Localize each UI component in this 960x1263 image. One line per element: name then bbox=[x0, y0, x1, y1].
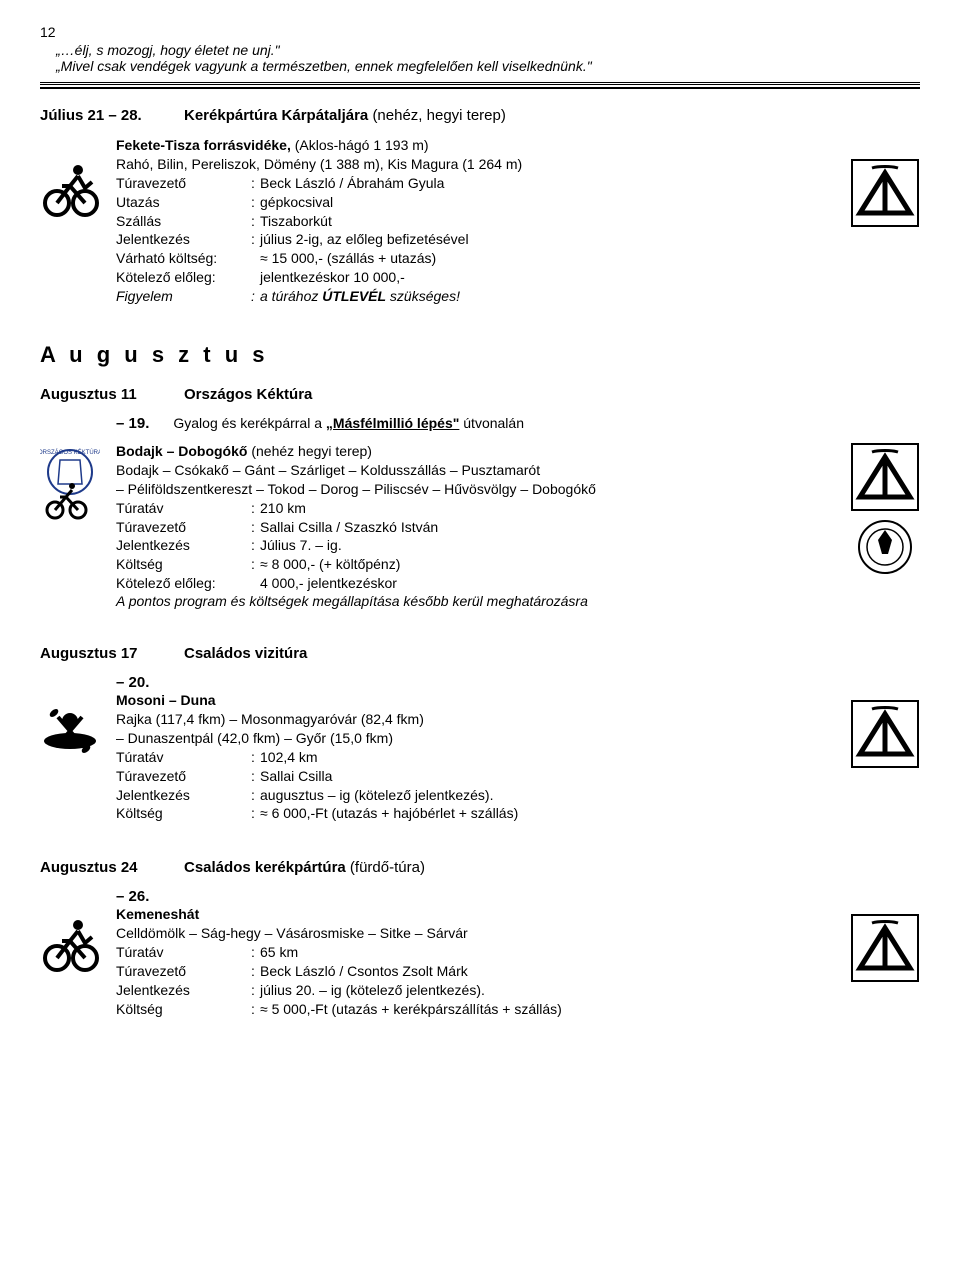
detail-row: Szállás:Tiszaborkút bbox=[116, 212, 834, 231]
event-title: Kerékpártúra Kárpátaljára (nehéz, hegyi … bbox=[184, 107, 506, 124]
detail-row: Jelentkezés:Július 7. – ig. bbox=[116, 536, 834, 555]
detail-row: Jelentkezés:július 20. – ig (kötelező je… bbox=[116, 981, 834, 1000]
route-line: – Dunaszentpál (42,0 fkm) – Győr (15,0 f… bbox=[116, 729, 834, 748]
event-date-sub: – 26. bbox=[116, 888, 149, 905]
event-title: Országos Kéktúra bbox=[184, 386, 312, 403]
route-line: Bodajk – Dobogókő (nehéz hegyi terep) bbox=[116, 442, 834, 461]
event-subtitle: Gyalog és kerékpárral a „Másfélmillió lé… bbox=[173, 415, 524, 431]
event-item: Augusztus 17 Családos vizitúra – 20. Mos… bbox=[40, 645, 920, 823]
cyclist-icon bbox=[40, 158, 100, 218]
detail-row: Túravezető:Beck László / Csontos Zsolt M… bbox=[116, 962, 834, 981]
divider bbox=[40, 82, 920, 89]
route-line: Rahó, Bilin, Pereliszok, Dömény (1 388 m… bbox=[116, 155, 834, 174]
detail-row: Költség:≈ 6 000,-Ft (utazás + hajóbérlet… bbox=[116, 804, 834, 823]
detail-row: Túravezető:Sallai Csilla / Szaszkó Istvá… bbox=[116, 518, 834, 537]
page-number: 12 bbox=[40, 24, 920, 40]
detail-row: Költség:≈ 8 000,- (+ költőpénz) bbox=[116, 555, 834, 574]
header-subtitle: „Mivel csak vendégek vagyunk a természet… bbox=[56, 58, 920, 74]
route-line: Fekete-Tisza forrásvidéke, (Aklos-hágó 1… bbox=[116, 136, 834, 155]
event-date-sub: – 19. bbox=[116, 415, 149, 432]
event-item: Augusztus 24 Családos kerékpártúra (fürd… bbox=[40, 859, 920, 1018]
detail-row: Túravezető:Beck László / Ábrahám Gyula bbox=[116, 174, 834, 193]
detail-row: Utazás:gépkocsival bbox=[116, 193, 834, 212]
cyclist-icon bbox=[40, 913, 100, 973]
detail-row: Jelentkezés:augusztus – ig (kötelező jel… bbox=[116, 786, 834, 805]
note-line: Figyelem:a túrához ÚTLEVÉL szükséges! bbox=[116, 287, 834, 306]
route-line: – Péliföldszentkereszt – Tokod – Dorog –… bbox=[116, 480, 834, 499]
detail-row: Túratáv:102,4 km bbox=[116, 748, 834, 767]
detail-row: Kötelező előleg:4 000,- jelentkezéskor bbox=[116, 574, 834, 593]
event-date: Augusztus 11 bbox=[40, 386, 160, 403]
svg-text:ORSZÁGOS KÉKTÚRA: ORSZÁGOS KÉKTÚRA bbox=[40, 449, 100, 456]
motto: „…élj, s mozogj, hogy életet ne unj." bbox=[56, 42, 920, 58]
event-title: Családos vizitúra bbox=[184, 645, 307, 662]
route-line: Celldömölk – Ság-hegy – Vásárosmiske – S… bbox=[116, 924, 834, 943]
event-item: Augusztus 11 Országos Kéktúra – 19. Gyal… bbox=[40, 386, 920, 609]
route-line: Kemeneshát bbox=[116, 905, 834, 924]
tent-icon bbox=[850, 442, 920, 512]
event-date: Augusztus 24 bbox=[40, 859, 160, 876]
tent-icon bbox=[850, 699, 920, 769]
note-line: A pontos program és költségek megállapít… bbox=[116, 593, 834, 609]
event-date: Augusztus 17 bbox=[40, 645, 160, 662]
event-date: Július 21 – 28. bbox=[40, 107, 160, 124]
detail-row: Jelentkezés:július 2-ig, az előleg befiz… bbox=[116, 230, 834, 249]
event-date-sub: – 20. bbox=[116, 674, 149, 691]
month-section-header: A u g u s z t u s bbox=[40, 342, 920, 368]
kayak-icon bbox=[40, 699, 100, 759]
tent-icon bbox=[850, 158, 920, 228]
detail-row: Kötelező előleg:jelentkezéskor 10 000,- bbox=[116, 268, 834, 287]
event-item: Július 21 – 28. Kerékpártúra Kárpátaljár… bbox=[40, 107, 920, 306]
detail-row: Várható költség:≈ 15 000,- (szállás + ut… bbox=[116, 249, 834, 268]
route-line: Bodajk – Csókakő – Gánt – Szárliget – Ko… bbox=[116, 461, 834, 480]
event-title: Családos kerékpártúra (fürdő-túra) bbox=[184, 859, 425, 876]
detail-row: Költség:≈ 5 000,-Ft (utazás + kerékpársz… bbox=[116, 1000, 834, 1019]
detail-row: Túratáv:65 km bbox=[116, 943, 834, 962]
route-line: Mosoni – Duna bbox=[116, 691, 834, 710]
tent-icon bbox=[850, 913, 920, 983]
route-line: Rajka (117,4 fkm) – Mosonmagyaróvár (82,… bbox=[116, 710, 834, 729]
detail-row: Túravezető:Sallai Csilla bbox=[116, 767, 834, 786]
detail-row: Túratáv:210 km bbox=[116, 499, 834, 518]
kektura-badge-icon: ORSZÁGOS KÉKTÚRA bbox=[40, 442, 100, 502]
